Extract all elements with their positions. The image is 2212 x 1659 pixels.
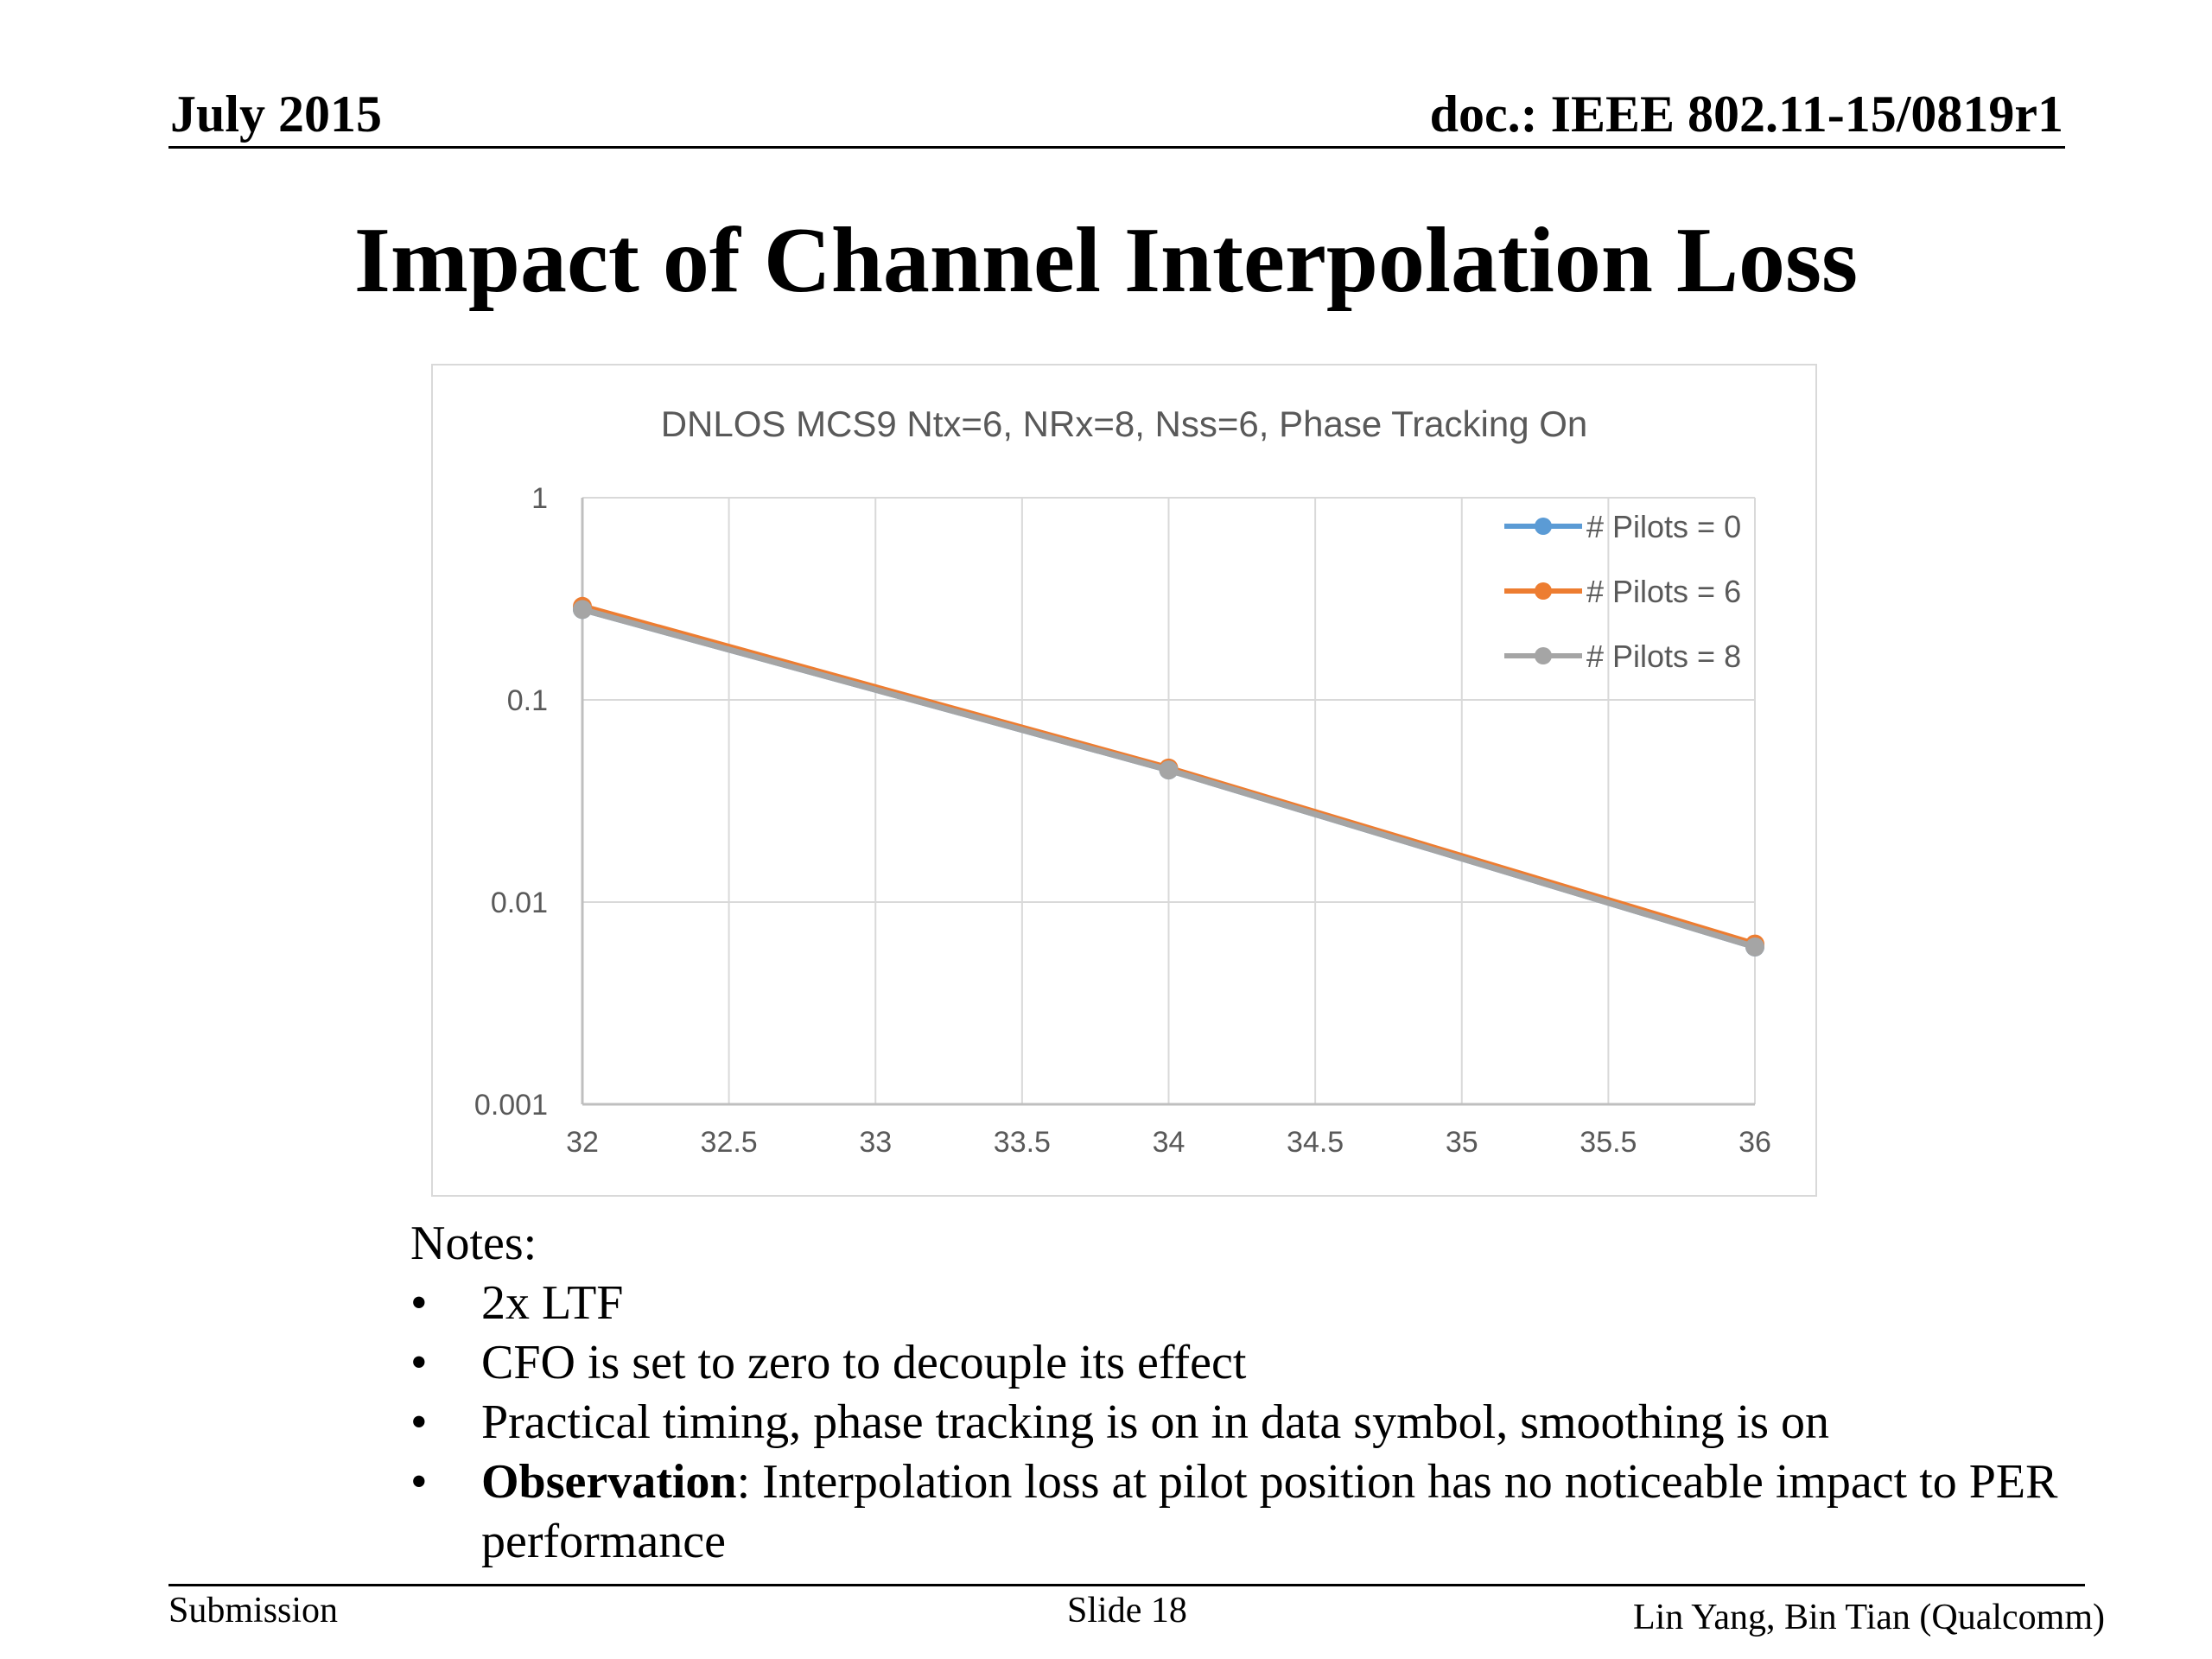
y-tick-label: 0.1	[507, 684, 548, 717]
legend-label: # Pilots = 8	[1586, 639, 1741, 674]
note-text: CFO is set to zero to decouple its effec…	[481, 1336, 1247, 1389]
y-tick-label: 1	[531, 482, 548, 515]
per-chart-svg: DNLOS MCS9 Ntx=6, NRx=8, Nss=6, Phase Tr…	[474, 404, 1771, 1159]
footer-submission: Submission	[168, 1591, 339, 1630]
per-chart: DNLOS MCS9 Ntx=6, NRx=8, Nss=6, Phase Tr…	[431, 364, 1817, 1197]
legend-swatch-marker	[1535, 518, 1552, 535]
data-point	[1159, 760, 1179, 780]
note-text: : Interpolation loss at pilot position h…	[481, 1455, 2058, 1568]
x-tick-label: 35	[1446, 1126, 1478, 1159]
notes-section: Notes: 2x LTF CFO is set to zero to deco…	[410, 1214, 2097, 1572]
x-tick-label: 35.5	[1580, 1126, 1637, 1159]
note-item: Observation: Interpolation loss at pilot…	[410, 1452, 2097, 1572]
note-bold: Observation	[481, 1455, 737, 1509]
legend-label: # Pilots = 6	[1586, 574, 1741, 609]
x-tick-label: 32.5	[701, 1126, 758, 1159]
footer-divider	[168, 1584, 2085, 1586]
x-tick-label: 34	[1153, 1126, 1185, 1159]
data-point	[1745, 937, 1764, 957]
slide-title: Impact of Channel Interpolation Loss	[353, 209, 1859, 312]
footer-authors: Lin Yang, Bin Tian (Qualcomm)	[1632, 1598, 2105, 1637]
note-item: 2x LTF	[410, 1274, 2097, 1333]
data-point	[573, 600, 592, 620]
legend-label: # Pilots = 0	[1586, 509, 1741, 544]
notes-list: 2x LTF CFO is set to zero to decouple it…	[410, 1274, 2097, 1572]
footer-slide-number: Slide 18	[1067, 1591, 1187, 1630]
y-tick-label: 0.01	[491, 887, 548, 919]
x-tick-label: 33	[859, 1126, 892, 1159]
header-date: July 2015	[170, 86, 383, 143]
x-tick-label: 36	[1738, 1126, 1771, 1159]
x-tick-label: 34.5	[1287, 1126, 1344, 1159]
legend-swatch-marker	[1535, 647, 1552, 664]
header-doc-id: doc.: IEEE 802.11-15/0819r1	[1429, 86, 2063, 143]
chart-title: DNLOS MCS9 Ntx=6, NRx=8, Nss=6, Phase Tr…	[661, 404, 1588, 444]
legend-swatch-marker	[1535, 582, 1552, 600]
x-tick-label: 32	[566, 1126, 599, 1159]
note-item: Practical timing, phase tracking is on i…	[410, 1393, 2097, 1452]
x-tick-label: 33.5	[994, 1126, 1051, 1159]
header-divider	[168, 146, 2065, 149]
note-text: 2x LTF	[481, 1276, 624, 1330]
y-tick-label: 0.001	[474, 1089, 548, 1122]
note-text: Practical timing, phase tracking is on i…	[481, 1395, 1830, 1449]
note-item: CFO is set to zero to decouple its effec…	[410, 1333, 2097, 1393]
notes-label: Notes:	[410, 1217, 537, 1270]
